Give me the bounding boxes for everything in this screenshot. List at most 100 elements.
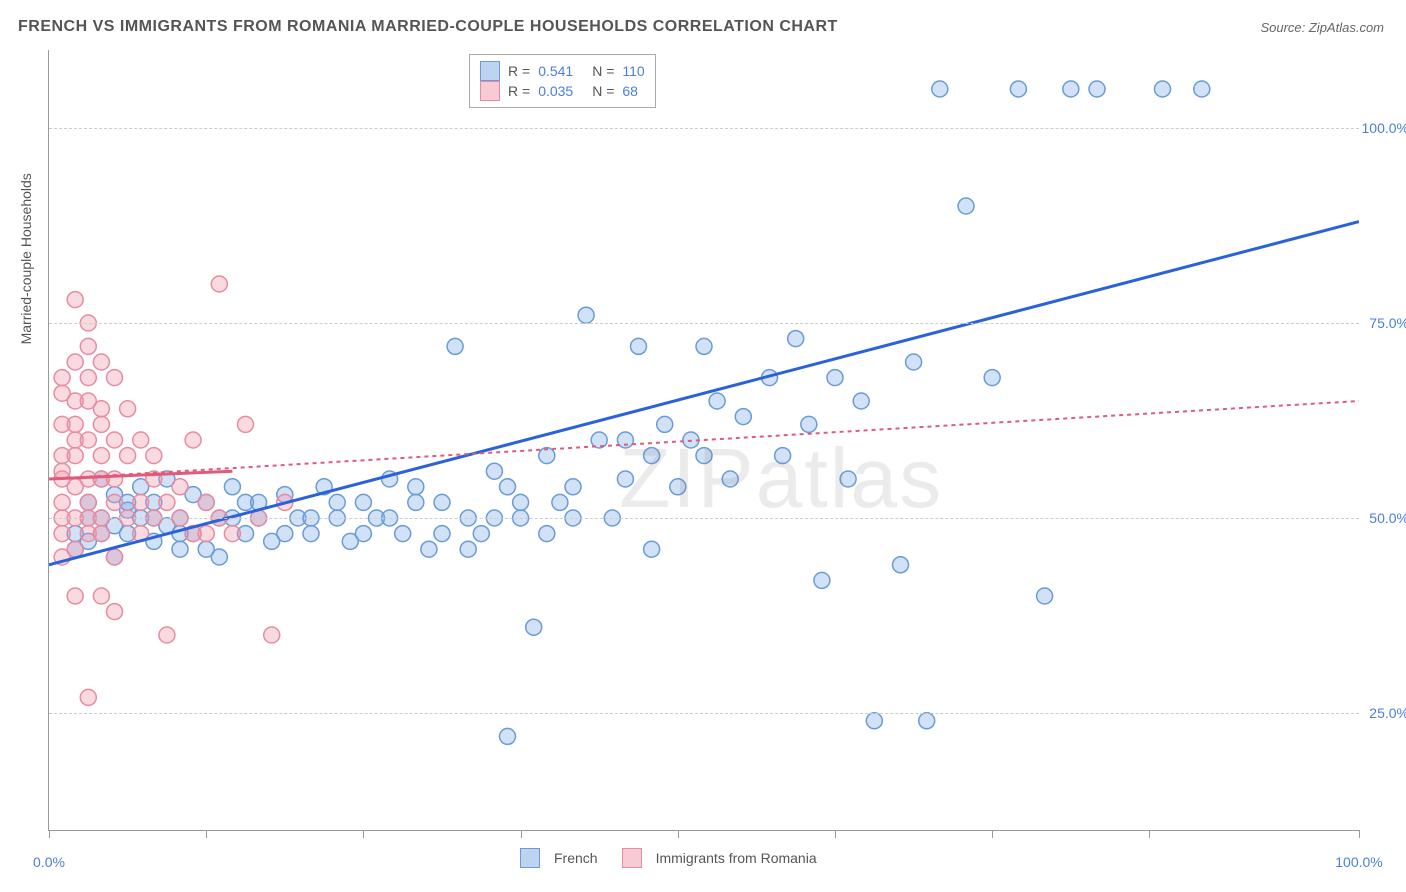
legend-swatch-romania — [480, 81, 500, 101]
data-point — [93, 526, 109, 542]
trend-line — [49, 401, 1359, 479]
legend-swatch-romania-bottom — [622, 848, 642, 868]
r-label: R = — [508, 63, 530, 79]
data-point — [644, 448, 660, 464]
data-point — [696, 338, 712, 354]
data-point — [565, 479, 581, 495]
n-value-romania: 68 — [622, 83, 638, 99]
data-point — [67, 292, 83, 308]
data-point — [93, 448, 109, 464]
data-point — [421, 541, 437, 557]
data-point — [631, 338, 647, 354]
data-point — [264, 627, 280, 643]
data-point — [93, 354, 109, 370]
data-point — [473, 526, 489, 542]
data-point — [722, 471, 738, 487]
data-point — [159, 494, 175, 510]
data-point — [133, 432, 149, 448]
data-point — [788, 331, 804, 347]
data-point — [80, 338, 96, 354]
data-point — [224, 526, 240, 542]
data-point — [500, 728, 516, 744]
data-point — [814, 572, 830, 588]
series-legend: French Immigrants from Romania — [520, 848, 817, 868]
data-point — [107, 432, 123, 448]
data-point — [395, 526, 411, 542]
data-point — [107, 549, 123, 565]
data-point — [54, 526, 70, 542]
legend-label-french: French — [554, 850, 598, 866]
data-point — [1010, 81, 1026, 97]
data-point — [224, 479, 240, 495]
n-label: N = — [592, 83, 614, 99]
data-point — [133, 494, 149, 510]
data-point — [644, 541, 660, 557]
data-point — [617, 471, 633, 487]
data-point — [460, 541, 476, 557]
data-point — [709, 393, 725, 409]
correlation-legend: R = 0.541 N = 110 R = 0.035 N = 68 — [469, 54, 656, 108]
gridline — [49, 128, 1359, 129]
data-point — [172, 541, 188, 557]
data-point — [434, 494, 450, 510]
r-value-french: 0.541 — [538, 63, 584, 79]
data-point — [932, 81, 948, 97]
data-point — [670, 479, 686, 495]
x-tick — [49, 830, 50, 838]
legend-row-romania: R = 0.035 N = 68 — [480, 81, 645, 101]
data-point — [80, 689, 96, 705]
data-point — [120, 448, 136, 464]
data-point — [107, 471, 123, 487]
data-point — [238, 416, 254, 432]
data-point — [329, 494, 345, 510]
n-value-french: 110 — [622, 63, 644, 79]
data-point — [1037, 588, 1053, 604]
data-point — [67, 588, 83, 604]
data-point — [552, 494, 568, 510]
data-point — [93, 416, 109, 432]
data-point — [67, 448, 83, 464]
x-tick — [521, 830, 522, 838]
legend-label-romania: Immigrants from Romania — [656, 850, 817, 866]
data-point — [107, 370, 123, 386]
data-point — [866, 713, 882, 729]
data-point — [67, 416, 83, 432]
trend-line — [49, 222, 1359, 565]
n-label: N = — [592, 63, 614, 79]
data-point — [840, 471, 856, 487]
data-point — [277, 526, 293, 542]
legend-swatch-french — [480, 61, 500, 81]
chart-title: FRENCH VS IMMIGRANTS FROM ROMANIA MARRIE… — [18, 18, 838, 36]
data-point — [80, 370, 96, 386]
x-tick-label: 0.0% — [33, 854, 65, 870]
source-label: Source: ZipAtlas.com — [1260, 20, 1384, 35]
x-tick — [835, 830, 836, 838]
data-point — [735, 409, 751, 425]
data-point — [93, 588, 109, 604]
y-tick-label: 25.0% — [1369, 705, 1406, 721]
data-point — [408, 494, 424, 510]
data-point — [578, 307, 594, 323]
x-tick-label: 100.0% — [1335, 854, 1382, 870]
data-point — [120, 401, 136, 417]
chart-container: FRENCH VS IMMIGRANTS FROM ROMANIA MARRIE… — [0, 0, 1406, 892]
data-point — [93, 401, 109, 417]
data-point — [54, 494, 70, 510]
data-point — [801, 416, 817, 432]
plot-area: ZIPatlas R = 0.541 N = 110 R = 0.035 N =… — [48, 50, 1359, 831]
data-point — [906, 354, 922, 370]
data-point — [893, 557, 909, 573]
data-point — [853, 393, 869, 409]
data-point — [984, 370, 1000, 386]
data-point — [447, 338, 463, 354]
data-point — [408, 479, 424, 495]
data-point — [657, 416, 673, 432]
data-point — [185, 432, 201, 448]
x-tick — [363, 830, 364, 838]
x-tick — [206, 830, 207, 838]
data-point — [1063, 81, 1079, 97]
data-point — [107, 494, 123, 510]
data-point — [80, 432, 96, 448]
y-tick-label: 50.0% — [1369, 510, 1406, 526]
data-point — [827, 370, 843, 386]
